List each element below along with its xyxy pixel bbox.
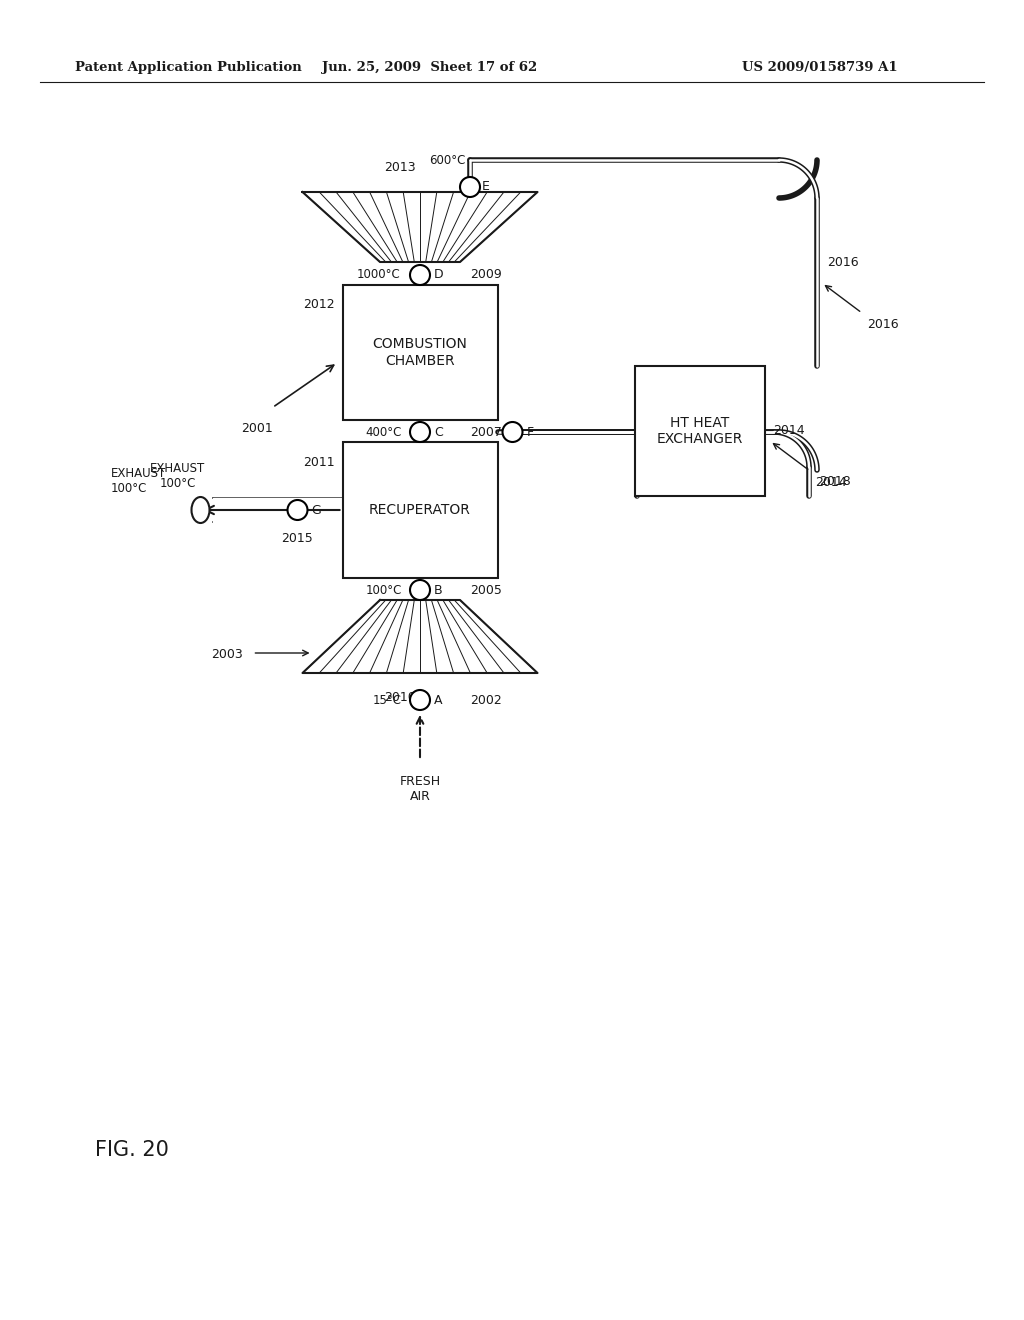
Text: 1000°C: 1000°C (356, 268, 400, 281)
Text: A: A (434, 693, 442, 706)
Text: 2010: 2010 (384, 690, 416, 704)
Text: Jun. 25, 2009  Sheet 17 of 62: Jun. 25, 2009 Sheet 17 of 62 (323, 62, 538, 74)
Text: 2018: 2018 (819, 475, 851, 488)
Text: 2003: 2003 (211, 648, 243, 661)
Polygon shape (302, 191, 538, 261)
Text: 2016: 2016 (827, 256, 859, 269)
Text: FRESH
AIR: FRESH AIR (399, 775, 440, 803)
Text: EXHAUST
100°C: EXHAUST 100°C (150, 462, 205, 490)
Text: D: D (434, 268, 443, 281)
Circle shape (410, 579, 430, 601)
Text: 2009: 2009 (470, 268, 502, 281)
Circle shape (288, 500, 307, 520)
Text: 2014: 2014 (815, 477, 847, 488)
Ellipse shape (191, 498, 210, 523)
Circle shape (410, 690, 430, 710)
Bar (342, 285, 498, 420)
Text: 400°C: 400°C (366, 425, 402, 438)
Text: E: E (482, 181, 489, 194)
Circle shape (503, 422, 522, 442)
Polygon shape (302, 601, 538, 673)
Text: 2011: 2011 (303, 455, 335, 469)
Text: 2013: 2013 (384, 161, 416, 174)
Text: 2015: 2015 (282, 532, 313, 545)
Text: 2005: 2005 (470, 583, 502, 597)
Text: 2016: 2016 (867, 318, 899, 331)
Bar (635, 366, 765, 496)
Circle shape (460, 177, 480, 197)
Text: 2007: 2007 (470, 425, 502, 438)
Text: Patent Application Publication: Patent Application Publication (75, 62, 302, 74)
Circle shape (410, 265, 430, 285)
Text: G: G (311, 503, 322, 516)
Text: 2012: 2012 (303, 298, 335, 312)
Text: 600°C: 600°C (429, 154, 465, 168)
Text: F: F (526, 425, 534, 438)
Text: B: B (434, 583, 442, 597)
Text: COMBUSTION
CHAMBER: COMBUSTION CHAMBER (373, 338, 467, 367)
Circle shape (410, 422, 430, 442)
Text: EXHAUST
100°C: EXHAUST 100°C (111, 467, 166, 495)
Text: HT HEAT
EXCHANGER: HT HEAT EXCHANGER (656, 416, 743, 446)
Text: 100°C: 100°C (366, 583, 402, 597)
Text: 2014: 2014 (773, 425, 805, 437)
Text: 2002: 2002 (470, 693, 502, 706)
Text: RECUPERATOR: RECUPERATOR (369, 503, 471, 517)
Text: 2001: 2001 (242, 422, 273, 436)
Text: 15°C: 15°C (373, 693, 402, 706)
Text: FIG. 20: FIG. 20 (95, 1140, 169, 1160)
Text: US 2009/0158739 A1: US 2009/0158739 A1 (742, 62, 898, 74)
Bar (342, 442, 498, 578)
Text: C: C (434, 425, 442, 438)
